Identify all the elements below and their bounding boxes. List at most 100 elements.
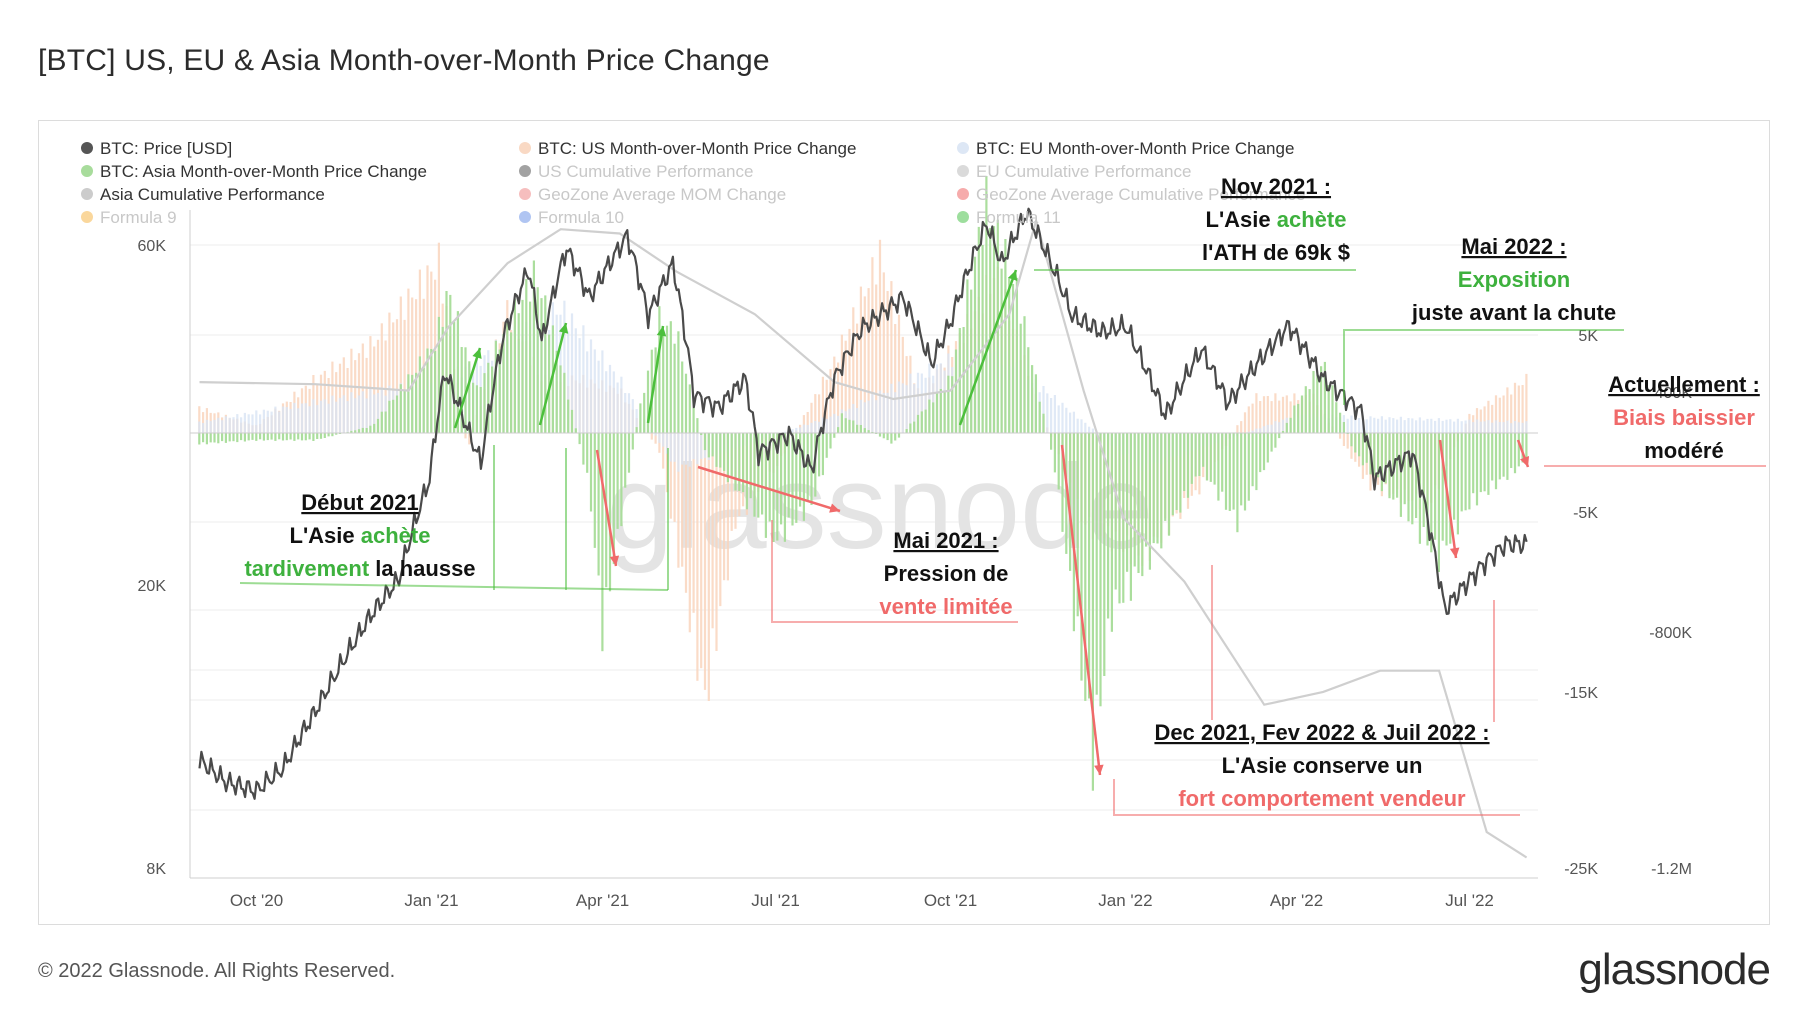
mom-bar-eu: [1475, 419, 1479, 433]
mom-bar-eu: [1513, 421, 1517, 433]
mom-bar-eu: [897, 381, 901, 433]
mom-bar-asia: [221, 433, 224, 442]
mom-bar-asia: [1247, 433, 1250, 501]
mom-bar-eu: [586, 351, 589, 433]
mom-bar-us: [346, 368, 349, 433]
mom-bar-asia: [1004, 239, 1007, 433]
mom-bar-asia: [213, 433, 216, 443]
mom-bar-asia: [445, 291, 448, 433]
annotation-segment: Exposition: [1458, 267, 1570, 292]
sell-arrow-head: [829, 503, 840, 513]
mom-bar-eu: [593, 349, 596, 433]
mom-bar-asia: [723, 433, 726, 471]
y-left-tick-label: 20K: [138, 578, 167, 595]
mom-bar-eu: [875, 400, 878, 433]
x-tick-label: Jan '22: [1098, 891, 1152, 910]
mom-bar-asia: [833, 433, 836, 438]
mom-bar-asia: [1141, 433, 1144, 577]
mom-bar-asia: [1380, 433, 1383, 492]
mom-bar-asia: [1373, 433, 1376, 476]
mom-bar-eu: [814, 421, 817, 433]
mom-bar-asia: [281, 433, 285, 441]
mom-bar-eu: [681, 433, 684, 465]
mom-bar-eu: [928, 363, 931, 433]
btc-price-line: [198, 207, 1528, 800]
mom-bar-us: [696, 433, 699, 681]
mom-bar-asia: [202, 433, 205, 443]
mom-bar-asia: [1308, 389, 1311, 433]
mom-bar-eu: [1445, 419, 1448, 433]
mom-bar-eu: [1069, 412, 1072, 433]
mom-bar-eu: [1278, 422, 1281, 433]
buy-arrow: [958, 269, 1018, 426]
mom-bar-asia: [742, 433, 745, 493]
mom-bar-asia: [806, 433, 809, 502]
mom-bar-eu: [1091, 428, 1094, 433]
mom-bar-asia: [1377, 433, 1380, 478]
mom-bar-us: [1506, 387, 1509, 433]
mom-bar-asia: [1525, 433, 1528, 465]
mom-bar-eu: [1346, 418, 1349, 433]
mom-bar-asia: [707, 433, 710, 458]
mom-bar-us: [684, 433, 688, 593]
buy-arrow: [646, 325, 665, 424]
mom-bar-asia: [1266, 433, 1269, 463]
mom-bar-asia: [1243, 433, 1247, 511]
mom-bar-asia: [643, 392, 646, 433]
mom-bar-asia: [612, 433, 615, 565]
buy-arrow-head: [472, 348, 482, 359]
mom-bar-asia: [399, 384, 402, 433]
mom-bar-us: [875, 284, 878, 433]
mom-bar-eu: [1369, 416, 1372, 433]
mom-bar-eu: [867, 400, 870, 433]
mom-bar-asia: [985, 176, 988, 433]
mom-bar-asia: [456, 311, 459, 433]
mom-bar-us: [1491, 404, 1494, 433]
mom-bar-asia: [293, 433, 296, 441]
mom-bar-asia: [890, 433, 893, 444]
mom-bar-us: [886, 291, 889, 433]
mom-bar-us: [677, 433, 680, 568]
mom-bar-eu: [209, 421, 212, 433]
mom-bar-asia: [1453, 433, 1456, 520]
mom-bar-asia: [996, 219, 999, 433]
mom-bar-asia: [1190, 433, 1193, 484]
mom-bar-asia: [1365, 433, 1368, 463]
mom-bar-asia: [407, 374, 410, 433]
mom-bar-asia: [1019, 323, 1022, 433]
mom-bar-asia: [973, 256, 977, 433]
mom-bar-eu: [1494, 420, 1498, 433]
mom-bar-us: [833, 356, 836, 433]
mom-bar-asia: [217, 433, 220, 444]
mom-bar-asia: [323, 433, 326, 438]
mom-bar-us: [662, 433, 665, 469]
mom-bar-asia: [700, 433, 703, 435]
mom-bar-eu: [924, 377, 927, 433]
mom-bar-asia: [1475, 433, 1479, 506]
mom-bar-asia: [1065, 433, 1068, 554]
mom-bar-us: [198, 406, 201, 433]
x-tick-label: Jul '22: [1445, 891, 1494, 910]
mom-bar-eu: [1053, 395, 1056, 433]
mom-bar-eu: [1434, 420, 1437, 433]
mom-bar-asia: [1335, 402, 1338, 433]
mom-bar-asia: [1217, 433, 1220, 501]
mom-bar-asia: [1483, 433, 1486, 492]
mom-bar-asia: [415, 372, 418, 433]
legend-label: GeoZone Average Cumulative Performance: [976, 185, 1305, 204]
mom-bar-eu: [1487, 420, 1490, 433]
mom-bar-asia: [437, 316, 440, 433]
mom-bar-asia: [1304, 386, 1307, 433]
mom-bar-eu: [597, 360, 600, 433]
chart-frame: [38, 120, 1770, 925]
mom-bar-us: [673, 433, 676, 522]
mom-bar-asia: [540, 298, 543, 433]
annotation-segment: fort comportement vendeur: [1178, 786, 1466, 811]
mom-bar-eu: [331, 395, 334, 433]
mom-bar-asia: [1422, 433, 1425, 527]
mom-bar-asia: [1118, 433, 1121, 604]
legend-label: Formula 9: [100, 208, 177, 227]
mom-bar-asia: [882, 433, 885, 439]
annotation-line: L'Asie achète: [290, 523, 431, 548]
mom-bar-eu: [871, 393, 874, 433]
